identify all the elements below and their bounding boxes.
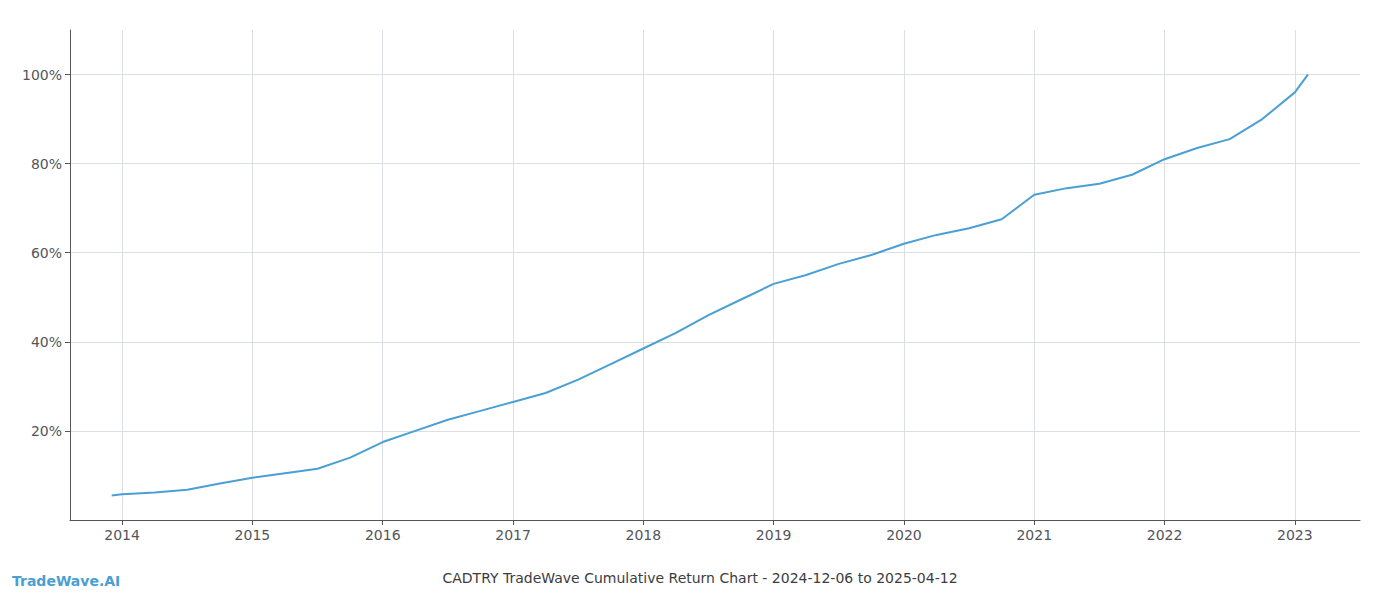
svg-text:2016: 2016 bbox=[365, 527, 401, 543]
svg-text:100%: 100% bbox=[22, 67, 62, 83]
svg-text:CADTRY TradeWave Cumulative Re: CADTRY TradeWave Cumulative Return Chart… bbox=[442, 570, 957, 586]
svg-text:2021: 2021 bbox=[1016, 527, 1052, 543]
svg-text:20%: 20% bbox=[31, 423, 62, 439]
svg-text:2014: 2014 bbox=[104, 527, 140, 543]
svg-text:2015: 2015 bbox=[235, 527, 271, 543]
svg-text:40%: 40% bbox=[31, 334, 62, 350]
svg-text:2018: 2018 bbox=[626, 527, 662, 543]
svg-text:2020: 2020 bbox=[886, 527, 922, 543]
svg-text:2023: 2023 bbox=[1277, 527, 1313, 543]
svg-text:2022: 2022 bbox=[1147, 527, 1183, 543]
svg-text:80%: 80% bbox=[31, 156, 62, 172]
svg-text:2017: 2017 bbox=[495, 527, 531, 543]
svg-text:60%: 60% bbox=[31, 245, 62, 261]
svg-text:2019: 2019 bbox=[756, 527, 792, 543]
svg-text:TradeWave.AI: TradeWave.AI bbox=[12, 573, 120, 589]
